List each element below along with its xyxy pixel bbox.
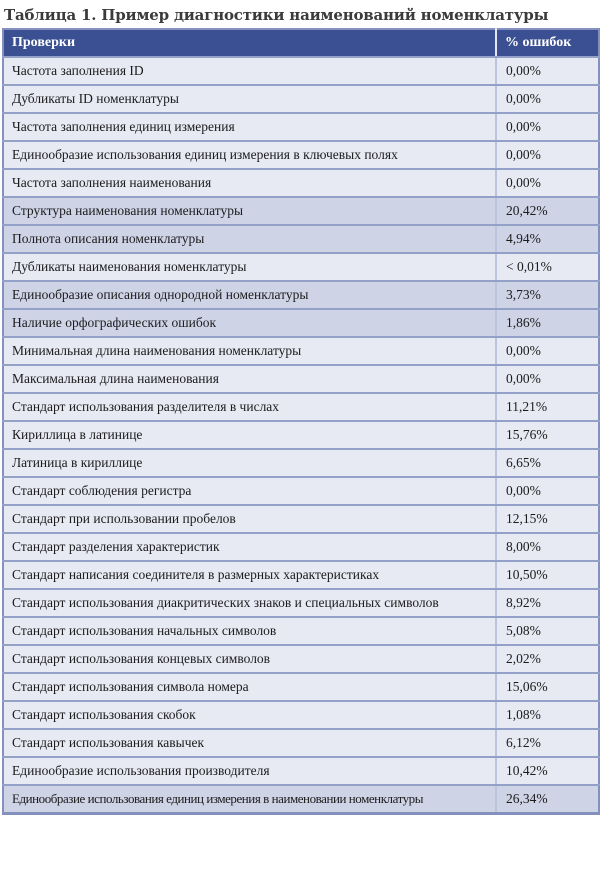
error-percent-cell: 15,06% [495, 673, 599, 702]
table-caption: Таблица 1. Пример диагностики наименован… [4, 6, 549, 24]
error-percent-cell: 20,42% [495, 197, 599, 226]
table-row: Единообразие описания однородной номенкл… [3, 281, 599, 310]
check-name-cell: Стандарт использования разделителя в чис… [3, 393, 496, 422]
check-name-cell: Стандарт соблюдения регистра [3, 477, 496, 506]
table-row: Частота заполнения ID 0,00% [3, 57, 599, 86]
table-row: Дубликаты наименования номенклатуры < 0,0… [3, 253, 599, 282]
table-row: Стандарт разделения характеристик 8,00% [3, 533, 599, 562]
check-name-cell: Стандарт использования символа номера [3, 673, 496, 702]
error-percent-cell: 10,50% [495, 561, 599, 590]
check-name-cell: Стандарт использования диакритических зн… [3, 589, 496, 618]
error-percent-cell: 10,42% [495, 757, 599, 786]
table-row: Стандарт использования разделителя в чис… [3, 393, 599, 422]
diagnostics-table: Проверки % ошибок Частота заполнения ID 0… [2, 28, 600, 815]
table-row: Минимальная длина наименования номенклат… [3, 337, 599, 366]
error-percent-cell: 8,00% [495, 533, 599, 562]
table-row: Стандарт использования диакритических зн… [3, 589, 599, 618]
check-name-cell: Кириллица в латинице [3, 421, 496, 450]
error-percent-cell: 0,00% [495, 85, 599, 114]
error-percent-cell: 26,34% [495, 785, 599, 814]
check-name-cell: Полнота описания номенклатуры [3, 225, 496, 254]
check-name-cell: Единообразие использования единиц измере… [3, 141, 496, 170]
error-percent-cell: 15,76% [495, 421, 599, 450]
error-percent-cell: 11,21% [495, 393, 599, 422]
table-row: Стандарт использования кавычек 6,12% [3, 729, 599, 758]
error-percent-cell: 0,00% [495, 113, 599, 142]
table-row: Стандарт соблюдения регистра 0,00% [3, 477, 599, 506]
error-percent-cell: 6,12% [495, 729, 599, 758]
table-body: Частота заполнения ID 0,00% Дубликаты ID н… [3, 57, 599, 814]
table-row: Максимальная длина наименования 0,00% [3, 365, 599, 394]
check-name-cell: Стандарт разделения характеристик [3, 533, 496, 562]
table-row: Частота заполнения единиц измерения 0,00% [3, 113, 599, 142]
column-header-checks: Проверки [3, 29, 496, 58]
error-percent-cell: 0,00% [495, 141, 599, 170]
check-name-cell: Дубликаты ID номенклатуры [3, 85, 496, 114]
table-row: Стандарт использования скобок 1,08% [3, 701, 599, 730]
table-header-row: Проверки % ошибок [3, 29, 599, 58]
table-row: Латиница в кириллице 6,65% [3, 449, 599, 478]
error-percent-cell: 3,73% [495, 281, 599, 310]
check-name-cell: Стандарт написания соединителя в размерн… [3, 561, 496, 590]
check-name-cell: Стандарт использования кавычек [3, 729, 496, 758]
check-name-cell: Стандарт использования начальных символо… [3, 617, 496, 646]
error-percent-cell: 1,08% [495, 701, 599, 730]
check-name-cell: Дубликаты наименования номенклатуры [3, 253, 496, 282]
error-percent-cell: 0,00% [495, 57, 599, 86]
table-row: Единообразие использования единиц измере… [3, 785, 599, 814]
table-row: Кириллица в латинице 15,76% [3, 421, 599, 450]
check-name-cell: Наличие орфографических ошибок [3, 309, 496, 338]
table-row: Стандарт при использовании пробелов 12,15… [3, 505, 599, 534]
check-name-cell: Латиница в кириллице [3, 449, 496, 478]
check-name-cell: Минимальная длина наименования номенклат… [3, 337, 496, 366]
error-percent-cell: 2,02% [495, 645, 599, 674]
error-percent-cell: < 0,01% [495, 253, 599, 282]
check-name-cell: Единообразие описания однородной номенкл… [3, 281, 496, 310]
error-percent-cell: 8,92% [495, 589, 599, 618]
check-name-cell: Единообразие использования единиц измере… [3, 785, 496, 814]
table-row: Стандарт использования концевых символов… [3, 645, 599, 674]
error-percent-cell: 0,00% [495, 337, 599, 366]
table-row: Стандарт использования начальных символо… [3, 617, 599, 646]
check-name-cell: Частота заполнения единиц измерения [3, 113, 496, 142]
check-name-cell: Стандарт при использовании пробелов [3, 505, 496, 534]
error-percent-cell: 12,15% [495, 505, 599, 534]
column-header-error-percent: % ошибок [495, 29, 599, 58]
check-name-cell: Частота заполнения наименования [3, 169, 496, 198]
error-percent-cell: 5,08% [495, 617, 599, 646]
error-percent-cell: 6,65% [495, 449, 599, 478]
check-name-cell: Стандарт использования концевых символов [3, 645, 496, 674]
error-percent-cell: 0,00% [495, 365, 599, 394]
table-row: Полнота описания номенклатуры 4,94% [3, 225, 599, 254]
check-name-cell: Частота заполнения ID [3, 57, 496, 86]
table-row: Дубликаты ID номенклатуры 0,00% [3, 85, 599, 114]
table-row: Наличие орфографических ошибок 1,86% [3, 309, 599, 338]
error-percent-cell: 0,00% [495, 477, 599, 506]
table-row: Стандарт написания соединителя в размерн… [3, 561, 599, 590]
error-percent-cell: 0,00% [495, 169, 599, 198]
table-row: Частота заполнения наименования 0,00% [3, 169, 599, 198]
check-name-cell: Стандарт использования скобок [3, 701, 496, 730]
table-row: Единообразие использования единиц измере… [3, 141, 599, 170]
error-percent-cell: 1,86% [495, 309, 599, 338]
table-row: Стандарт использования символа номера 15,… [3, 673, 599, 702]
table-row: Структура наименования номенклатуры 20,42… [3, 197, 599, 226]
check-name-cell: Единообразие использования производителя [3, 757, 496, 786]
table-row: Единообразие использования производителя… [3, 757, 599, 786]
error-percent-cell: 4,94% [495, 225, 599, 254]
check-name-cell: Максимальная длина наименования [3, 365, 496, 394]
check-name-cell: Структура наименования номенклатуры [3, 197, 496, 226]
